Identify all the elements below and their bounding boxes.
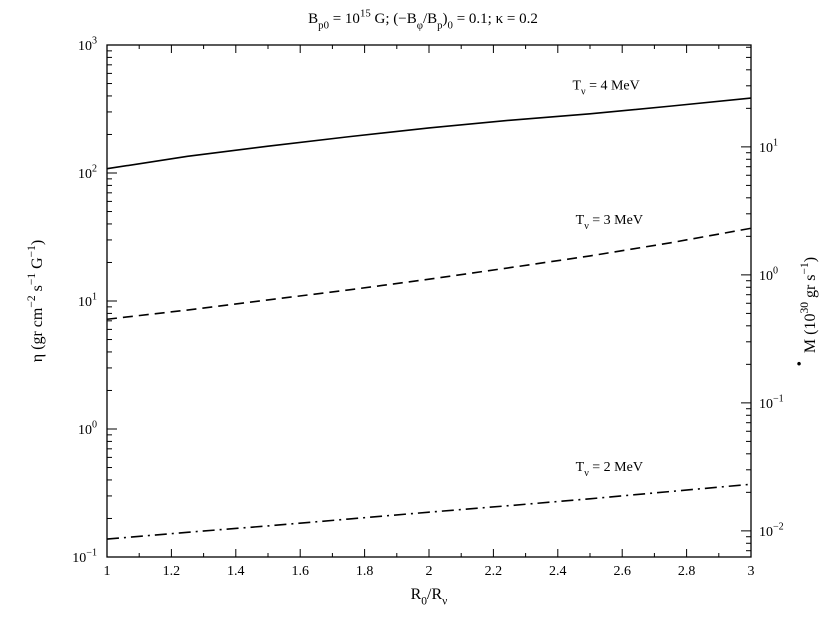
x-tick-label: 1.6 <box>291 564 309 579</box>
x-tick-label: 1.2 <box>163 564 181 579</box>
x-tick-label: 3 <box>748 564 755 579</box>
y-right-tick-label: 10−1 <box>759 394 784 412</box>
series-line-2 <box>106 227 752 321</box>
series-line-1 <box>106 97 752 170</box>
x-tick-label: 2.2 <box>485 564 503 579</box>
y-left-tick-label: 10−1 <box>72 548 97 566</box>
y-axis-right-dot-symbol: · <box>795 351 802 376</box>
y-right-tick-label: 100 <box>759 266 778 284</box>
series-line-3 <box>106 483 752 540</box>
x-tick-label: 1.4 <box>227 564 245 579</box>
y-right-tick-label: 101 <box>759 138 778 156</box>
y-left-tick-label: 102 <box>78 164 97 182</box>
y-axis-right-label: M (1030 gr s−1) <box>799 257 819 353</box>
y-axis-left: 10−1 100 101 102 103 <box>72 36 117 566</box>
series-labels: Tν = 4 MeV Tν = 3 MeV Tν = 2 MeV <box>572 78 643 478</box>
x-tick-label: 2 <box>426 564 433 579</box>
y-right-tick-label: 10−2 <box>759 522 784 540</box>
chart-title: Bp0 = 1015 G; (−Bφ/Bp)0 = 0.1; κ = 0.2 <box>308 7 538 31</box>
x-tick-label: 2.6 <box>613 564 631 579</box>
y-left-tick-label: 100 <box>78 420 97 438</box>
y-axis-left-label: η (gr cm−2 s−1 G−1) <box>26 240 46 363</box>
x-tick-label: 2.4 <box>549 564 567 579</box>
y-left-tick-label: 103 <box>78 36 97 54</box>
y-left-tick-label: 101 <box>78 292 97 310</box>
plot-frame <box>106 44 752 558</box>
x-tick-label: 1 <box>104 564 111 579</box>
series-label-3: Tν = 2 MeV <box>576 460 643 479</box>
x-axis: 1 1.2 1.4 1.6 1.8 2 2.2 2.4 2.6 2.8 3 <box>104 45 755 579</box>
series-label-1: Tν = 4 MeV <box>572 78 639 97</box>
x-axis-label: R0/Rν <box>411 586 448 608</box>
x-tick-label: 2.8 <box>678 564 696 579</box>
series-layer <box>106 97 752 540</box>
series-label-2: Tν = 3 MeV <box>576 213 643 232</box>
x-tick-label: 1.8 <box>356 564 374 579</box>
y-axis-right: 10−2 10−1 100 101 <box>741 46 784 552</box>
